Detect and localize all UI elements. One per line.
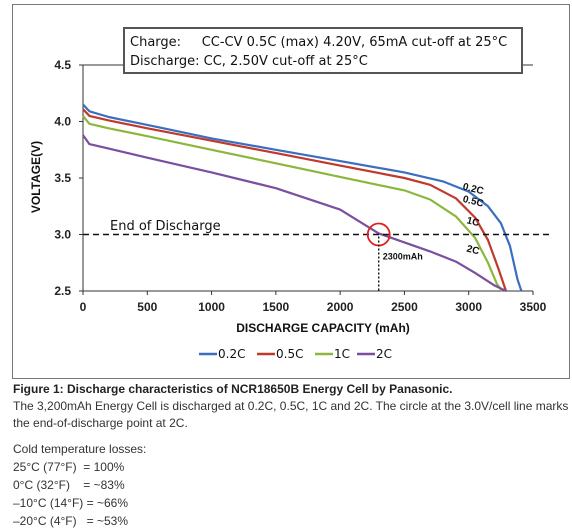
series-label-1C: 1C: [465, 215, 480, 229]
conditions-note-line-2: Discharge: CC, 2.50V cut-off at 25°C: [130, 54, 368, 69]
y-tick-label: 2.5: [54, 284, 71, 298]
x-tick-label: 0: [80, 300, 87, 314]
y-tick-label: 4.5: [54, 58, 71, 72]
cold-losses-row: 0°C (32°F) = ~83%: [13, 478, 125, 492]
caption-title: Figure 1: Discharge characteristics of N…: [13, 382, 453, 396]
x-axis-title: DISCHARGE CAPACITY (mAh): [236, 321, 410, 335]
y-tick-label: 3.0: [54, 228, 71, 242]
caption-body: The 3,200mAh Energy Cell is discharged a…: [13, 399, 569, 430]
series-layer: 0.2C0.5C 1C 2C: [82, 103, 523, 292]
cold-losses-row: 25°C (77°F) = 100%: [13, 460, 125, 474]
legend-label-1C: 1C: [334, 347, 350, 361]
chart-figure: VOLTAGE(V) DISCHARGE CAPACITY (mAh) 2.5 3…: [12, 4, 570, 379]
y-tick-label: 3.5: [54, 171, 71, 185]
legend-label-0.5C: 0.5C: [276, 347, 303, 361]
conditions-note-box: [123, 27, 523, 74]
discharge-chart: VOLTAGE(V) DISCHARGE CAPACITY (mAh) 2.5 3…: [29, 27, 549, 361]
cold-losses-row: –10°C (14°F) = ~66%: [13, 496, 128, 510]
x-tick-label: 3000: [455, 300, 482, 314]
axes-layer: 2.5 3.0 3.5 4.0 4.5 0 500 1000 1500 2000 2500 3000 3…: [54, 58, 546, 314]
series-line-1C: [82, 115, 503, 292]
conditions-note-line-1: Charge: CC-CV 0.5C (max) 4.20V, 65mA cut…: [130, 35, 507, 50]
legend-label-2C: 2C: [376, 347, 392, 361]
marker-capacity-label: 2300mAh: [383, 252, 423, 262]
annotation-layer: 2300mAh: [83, 222, 549, 291]
cold-losses-heading: Cold temperature losses:: [13, 442, 147, 456]
x-tick-label: 1000: [198, 300, 225, 314]
cold-losses-row: –20°C (4°F) = ~53%: [13, 514, 128, 528]
cold-temperature-losses: Cold temperature losses: 25°C (77°F) = 1…: [13, 440, 313, 530]
y-tick-label: 4.0: [54, 115, 71, 129]
x-tick-label: 500: [137, 300, 157, 314]
series-line-0.2C: [82, 103, 523, 292]
x-tick-label: 2500: [391, 300, 418, 314]
x-tick-label: 3500: [520, 300, 547, 314]
end-of-discharge-label: End of Discharge: [110, 219, 221, 234]
legend: 0.2C 0.5C 1C 2C: [199, 347, 392, 361]
y-axis-title: VOLTAGE(V): [29, 141, 43, 213]
x-tick-label: 1500: [263, 300, 290, 314]
figure-caption: Figure 1: Discharge characteristics of N…: [13, 381, 569, 432]
conditions-note: Charge: CC-CV 0.5C (max) 4.20V, 65mA cut…: [123, 27, 523, 74]
series-label-0.5C: 0.5C: [462, 194, 485, 210]
x-tick-label: 2000: [327, 300, 354, 314]
series-line-0.5C: [82, 108, 508, 292]
legend-label-0.2C: 0.2C: [218, 347, 245, 361]
series-label-2C: 2C: [465, 244, 480, 258]
series-label-0.2C: 0.2C: [462, 182, 485, 198]
series-line-2C: [82, 134, 507, 292]
